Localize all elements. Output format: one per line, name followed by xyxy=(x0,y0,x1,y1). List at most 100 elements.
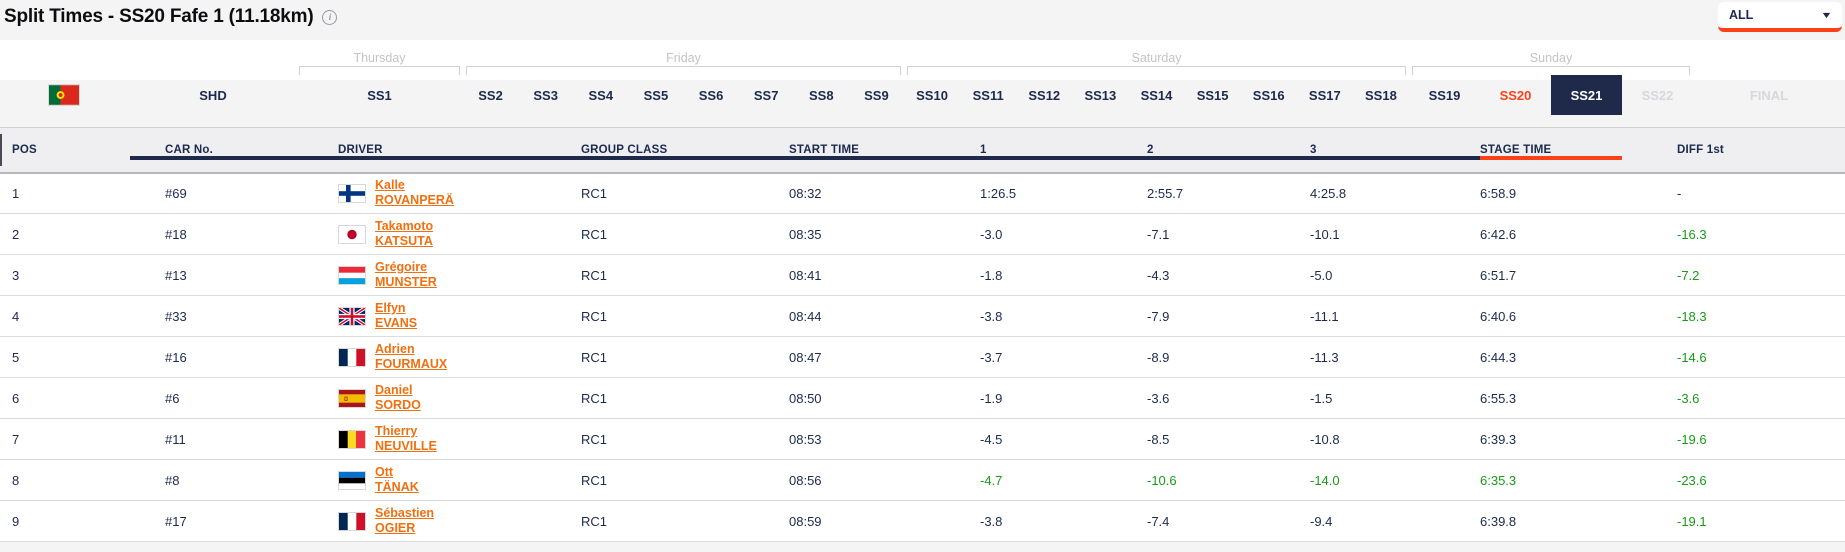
driver-last-name-link[interactable]: MUNSTER xyxy=(375,275,437,289)
table-header-row: POS CAR No. DRIVER GROUP CLASS START TIME 1 2 3… xyxy=(0,127,1845,173)
driver-first-name-link[interactable]: Thierry xyxy=(375,424,418,438)
stage-tab-ss10[interactable]: SS10 xyxy=(916,87,948,103)
stage-tab-ss22: SS22 xyxy=(1641,87,1674,103)
day-bracket xyxy=(466,66,901,75)
country-flag-icon xyxy=(338,429,366,449)
split-3-cell: -14.0 xyxy=(1310,472,1340,488)
stage-tab-ss12[interactable]: SS12 xyxy=(1028,87,1061,103)
car-number-cell: #69 xyxy=(165,185,187,201)
stage-tab-ss4[interactable]: SS4 xyxy=(588,87,614,103)
driver-first-name-link[interactable]: Sébastien xyxy=(375,506,435,520)
driver-last-name-link[interactable]: NEUVILLE xyxy=(375,439,437,453)
driver-last-name-link[interactable]: EVANS xyxy=(375,316,418,330)
car-number-cell: #6 xyxy=(165,390,180,406)
col-header-car-no: CAR No. xyxy=(165,143,214,156)
stage-tab-ss5[interactable]: SS5 xyxy=(643,87,669,103)
car-number-cell: #8 xyxy=(165,472,180,488)
car-number-cell: #17 xyxy=(165,513,187,529)
diff-first-cell: -18.3 xyxy=(1677,308,1707,324)
stage-tab-ss7[interactable]: SS7 xyxy=(753,87,779,103)
driver-last-name-link[interactable]: KATSUTA xyxy=(375,234,433,248)
driver-first-name-link[interactable]: Adrien xyxy=(375,342,415,356)
stage-tab-ss8[interactable]: SS8 xyxy=(809,87,834,103)
result-row: 3 #13 Grégoire MUNSTER RC1 08:41 -1.8 -4.3 -5.0 6… xyxy=(0,254,1845,296)
col-header-1: 1 xyxy=(980,143,987,156)
split-1-cell: -4.5 xyxy=(980,431,1003,447)
stage-time-cell: 6:58.9 xyxy=(1480,185,1517,201)
stage-tab-ss21[interactable]: SS21 xyxy=(1551,75,1622,115)
driver-last-name-link[interactable]: OGIER xyxy=(375,521,416,535)
driver-first-name-link[interactable]: Kalle xyxy=(375,178,405,193)
split-1-cell: -3.8 xyxy=(980,308,1003,324)
stage-tab-ss1[interactable]: SS1 xyxy=(367,87,392,103)
diff-first-cell: -23.6 xyxy=(1677,472,1707,488)
driver-cell: Adrien FOURMAUX xyxy=(326,337,569,378)
position-cell: 2 xyxy=(12,226,20,242)
split-2-cell: -4.3 xyxy=(1147,267,1170,283)
stage-tab-ss20[interactable]: SS20 xyxy=(1499,87,1532,103)
chevron-down-icon: ▼ xyxy=(1820,10,1833,20)
split-2-cell: -7.4 xyxy=(1147,513,1170,529)
split-2-cell: -8.5 xyxy=(1147,431,1170,447)
group-class-cell: RC1 xyxy=(581,226,608,242)
stage-tab-ss11[interactable]: SS11 xyxy=(972,87,1004,103)
stage-tab-ss6[interactable]: SS6 xyxy=(698,87,724,103)
page-title: Split Times - SS20 Fafe 1 (11.18km) xyxy=(4,6,314,27)
driver-first-name-link[interactable]: Elfyn xyxy=(375,301,406,315)
group-class-cell: RC1 xyxy=(581,308,608,324)
driver-first-name-link[interactable]: Grégoire xyxy=(375,260,428,274)
result-row: 9 #17 Sébastien OGIER RC1 08:59 -3.8 -7.4 -9.4 6:… xyxy=(0,500,1845,542)
col-header-3: 3 xyxy=(1310,143,1317,156)
stage-tab-strip: SHD Thursday SS1 Friday SS2 SS3 SS4 SS5 SS6 SS7 SS… xyxy=(0,40,1845,160)
col-header-driver: DRIVER xyxy=(338,143,383,156)
result-row: 6 #6 Daniel SORDO RC1 08:50 -1.9 -3.6 -1.5 6:55.3… xyxy=(0,377,1845,419)
position-cell: 1 xyxy=(12,185,20,201)
split-1-cell: -4.7 xyxy=(980,472,1003,488)
stage-tab-ss18[interactable]: SS18 xyxy=(1365,87,1397,103)
group-class-cell: RC1 xyxy=(581,185,608,201)
day-bracket xyxy=(1412,66,1690,75)
split-3-cell: -11.1 xyxy=(1310,308,1339,324)
stage-tab-shd[interactable]: SHD xyxy=(199,87,227,103)
stage-tab-ss13[interactable]: SS13 xyxy=(1084,87,1117,103)
day-label: Thursday xyxy=(353,51,406,65)
driver-last-name-link[interactable]: SORDO xyxy=(375,398,421,412)
start-time-cell: 08:50 xyxy=(789,390,822,406)
info-icon[interactable]: i xyxy=(322,9,338,25)
result-row: 1 #69 Kalle ROVANPERÄ RC1 08:32 1:26.5 2:55.7 4:… xyxy=(0,172,1845,214)
tab-group: FINAL xyxy=(1693,40,1845,120)
stage-filter-dropdown[interactable]: ALL ▼ xyxy=(1718,2,1842,32)
stage-time-cell: 6:51.7 xyxy=(1480,267,1517,283)
start-time-cell: 08:53 xyxy=(789,431,822,447)
stage-tab-ss9[interactable]: SS9 xyxy=(864,87,889,103)
stage-time-cell: 6:40.6 xyxy=(1480,308,1517,324)
group-class-cell: RC1 xyxy=(581,513,608,529)
split-3-cell: -10.8 xyxy=(1310,431,1340,447)
stage-tab-ss17[interactable]: SS17 xyxy=(1308,87,1341,103)
stage-tab-ss15[interactable]: SS15 xyxy=(1196,87,1229,103)
stage-time-cell: 6:42.6 xyxy=(1480,226,1517,242)
car-number-cell: #11 xyxy=(165,431,186,447)
driver-last-name-link[interactable]: ROVANPERÄ xyxy=(375,193,454,208)
stage-tab-ss19[interactable]: SS19 xyxy=(1428,87,1461,103)
driver-last-name-link[interactable]: FOURMAUX xyxy=(375,357,448,371)
result-row: 2 #18 Takamoto KATSUTA RC1 08:35 -3.0 -7.1 -10.1… xyxy=(0,213,1845,255)
stage-tab-ss16[interactable]: SS16 xyxy=(1252,87,1285,103)
driver-first-name-link[interactable]: Takamoto xyxy=(375,219,434,233)
split-1-cell: -1.8 xyxy=(980,267,1003,283)
stage-time-cell: 6:44.3 xyxy=(1480,349,1517,365)
stage-tab-ss2[interactable]: SS2 xyxy=(478,87,503,103)
driver-first-name-link[interactable]: Daniel xyxy=(375,383,413,397)
day-group-thursday: Thursday SS1 xyxy=(296,40,463,120)
stage-filter-value: ALL xyxy=(1729,8,1754,22)
driver-first-name-link[interactable]: Ott xyxy=(375,465,394,479)
driver-cell: Grégoire MUNSTER xyxy=(326,255,569,296)
group-class-cell: RC1 xyxy=(581,390,608,406)
split-3-cell: -10.1 xyxy=(1310,226,1340,242)
stage-tab-ss14[interactable]: SS14 xyxy=(1140,87,1173,103)
current-stage-underline xyxy=(1480,156,1622,160)
driver-last-name-link[interactable]: TÄNAK xyxy=(375,480,419,494)
split-3-cell: -11.3 xyxy=(1310,349,1339,365)
stage-tab-ss3[interactable]: SS3 xyxy=(533,87,558,103)
